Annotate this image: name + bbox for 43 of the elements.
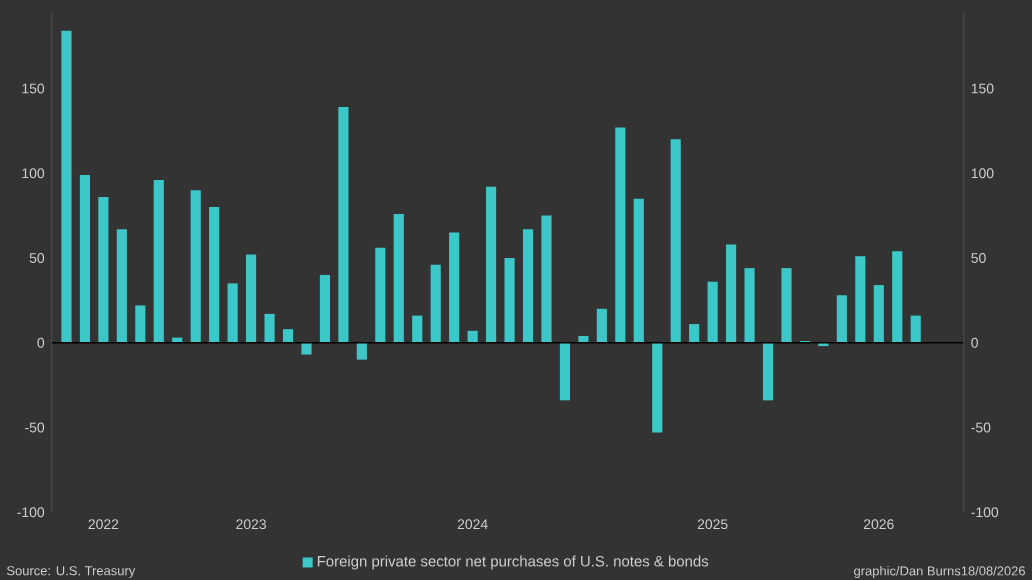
bar — [781, 268, 792, 343]
bar — [670, 139, 681, 343]
bar — [449, 232, 460, 343]
bar — [559, 342, 571, 401]
bar — [319, 274, 331, 343]
bar — [707, 281, 718, 343]
bar — [338, 107, 349, 343]
bar — [596, 308, 607, 343]
bar — [79, 174, 91, 343]
bar — [504, 257, 515, 343]
bar — [633, 198, 644, 343]
bar — [689, 324, 700, 343]
bar — [522, 229, 534, 343]
bar — [541, 215, 552, 343]
bar — [264, 313, 275, 343]
bar — [412, 315, 423, 343]
bar — [153, 180, 164, 343]
bar — [762, 342, 774, 401]
bar — [393, 213, 404, 343]
bar — [246, 254, 257, 343]
bar — [135, 305, 146, 343]
bar — [615, 127, 626, 343]
bar — [116, 229, 127, 343]
bar — [726, 244, 737, 343]
bar — [356, 342, 367, 360]
bar — [873, 285, 884, 343]
bar — [652, 342, 663, 433]
bar — [467, 330, 478, 343]
bar — [282, 329, 294, 343]
bar — [61, 30, 72, 343]
bar — [910, 315, 921, 343]
bar — [855, 256, 866, 343]
bar — [227, 283, 238, 343]
bar — [486, 186, 497, 343]
bar — [744, 268, 755, 343]
bar — [301, 342, 312, 355]
bar — [836, 295, 847, 343]
bar — [190, 190, 201, 343]
bar — [209, 207, 220, 343]
bar — [375, 247, 386, 343]
bar — [892, 251, 903, 343]
bar — [98, 196, 109, 343]
bar — [430, 264, 441, 343]
